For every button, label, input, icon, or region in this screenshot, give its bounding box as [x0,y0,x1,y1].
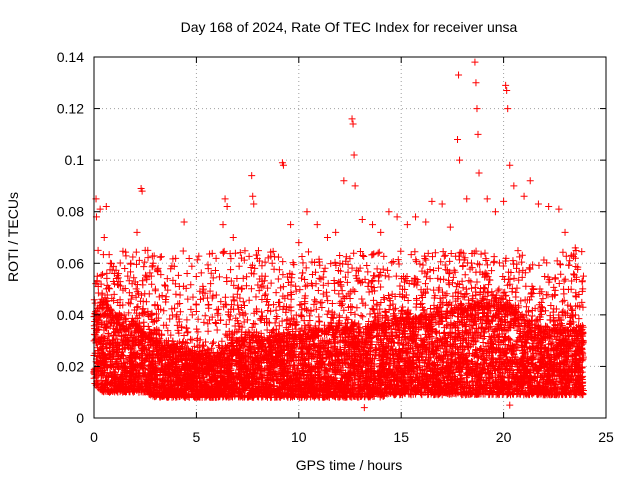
chart-background [0,0,640,480]
